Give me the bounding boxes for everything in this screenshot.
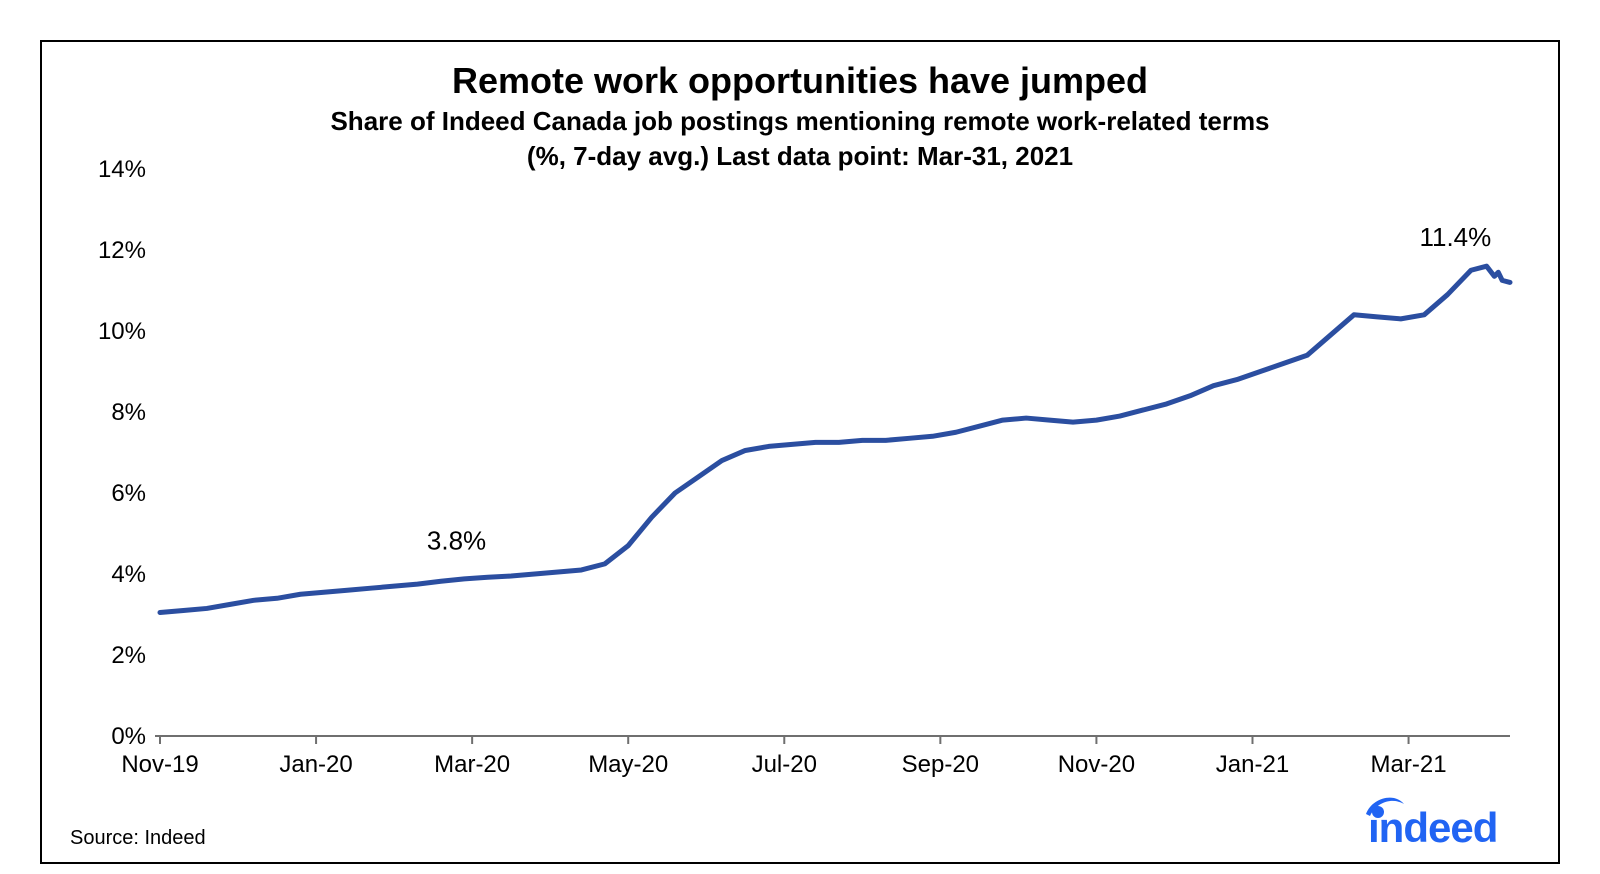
svg-text:3.8%: 3.8%: [427, 526, 486, 556]
svg-text:8%: 8%: [111, 399, 146, 426]
svg-text:4%: 4%: [111, 561, 146, 588]
svg-text:Mar-20: Mar-20: [434, 751, 510, 778]
svg-text:Nov-20: Nov-20: [1058, 751, 1135, 778]
svg-text:6%: 6%: [111, 480, 146, 507]
svg-text:Jul-20: Jul-20: [752, 751, 817, 778]
svg-text:0%: 0%: [111, 723, 146, 750]
indeed-logo-svg: ındeed: [1360, 794, 1530, 850]
svg-text:ındeed: ındeed: [1368, 804, 1497, 850]
chart-title: Remote work opportunities have jumped: [70, 60, 1530, 101]
svg-text:Jan-20: Jan-20: [279, 751, 352, 778]
chart-plot-area: 0% 2% 4% 6% 8% 10% 12% 14% Nov-19 Jan-20 Mar-20 May…: [70, 157, 1530, 792]
svg-text:14%: 14%: [98, 157, 146, 183]
svg-text:Mar-21: Mar-21: [1371, 751, 1447, 778]
svg-text:11.4%: 11.4%: [1419, 222, 1491, 252]
chart-footer: Source: Indeed ındeed: [70, 794, 1530, 850]
line-chart-svg: 0% 2% 4% 6% 8% 10% 12% 14% Nov-19 Jan-20 Mar-20 May…: [70, 157, 1530, 792]
chart-titles: Remote work opportunities have jumped Sh…: [70, 60, 1530, 172]
svg-text:Nov-19: Nov-19: [121, 751, 198, 778]
svg-text:12%: 12%: [98, 237, 146, 264]
indeed-logo: ındeed: [1360, 794, 1530, 850]
svg-text:Jan-21: Jan-21: [1216, 751, 1289, 778]
source-label: Source: Indeed: [70, 827, 206, 850]
svg-text:2%: 2%: [111, 642, 146, 669]
svg-text:10%: 10%: [98, 318, 146, 345]
svg-text:May-20: May-20: [588, 751, 668, 778]
chart-subtitle-line-1: Share of Indeed Canada job postings ment…: [70, 105, 1530, 138]
chart-frame: Remote work opportunities have jumped Sh…: [40, 40, 1560, 864]
svg-text:Sep-20: Sep-20: [902, 751, 979, 778]
